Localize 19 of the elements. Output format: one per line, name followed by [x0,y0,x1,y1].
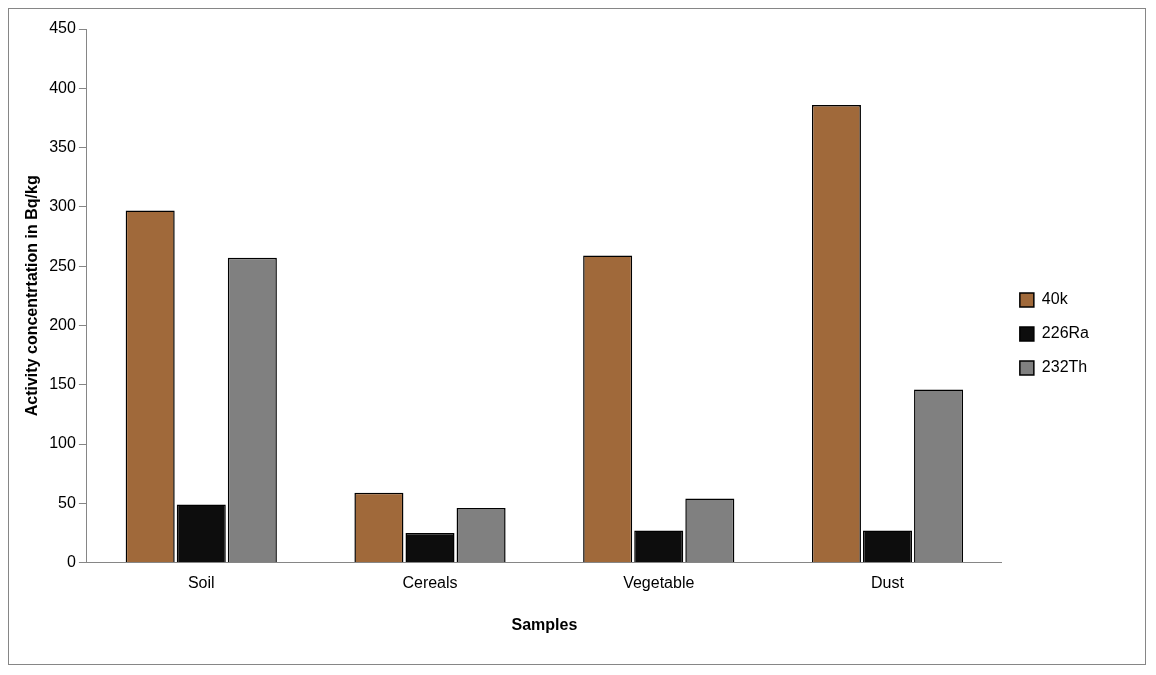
y-tick-label: 150 [49,375,76,393]
y-tick-label: 400 [49,78,76,96]
legend-label: 226Ra [1041,324,1090,342]
y-tick-label: 450 [49,19,76,37]
legend-label: 232Th [1041,358,1088,376]
y-tick-label: 250 [49,256,76,274]
x-tick-label: Vegetable [623,573,695,591]
x-tick-label: Cereals [402,573,458,591]
x-tick-label: Dust [871,573,905,591]
y-tick-label: 100 [49,434,76,452]
y-axis-title: Activity concentrtation in Bq/kg [23,175,41,417]
legend-label: 40k [1041,290,1069,308]
x-axis-title: Samples [511,615,578,633]
y-tick-label: 350 [49,137,76,155]
x-tick-label: Soil [187,573,215,591]
y-tick-label: 50 [58,493,76,511]
y-tick-label: 200 [49,315,76,333]
y-tick-label: 300 [49,197,76,215]
y-tick-label: 0 [66,553,76,571]
